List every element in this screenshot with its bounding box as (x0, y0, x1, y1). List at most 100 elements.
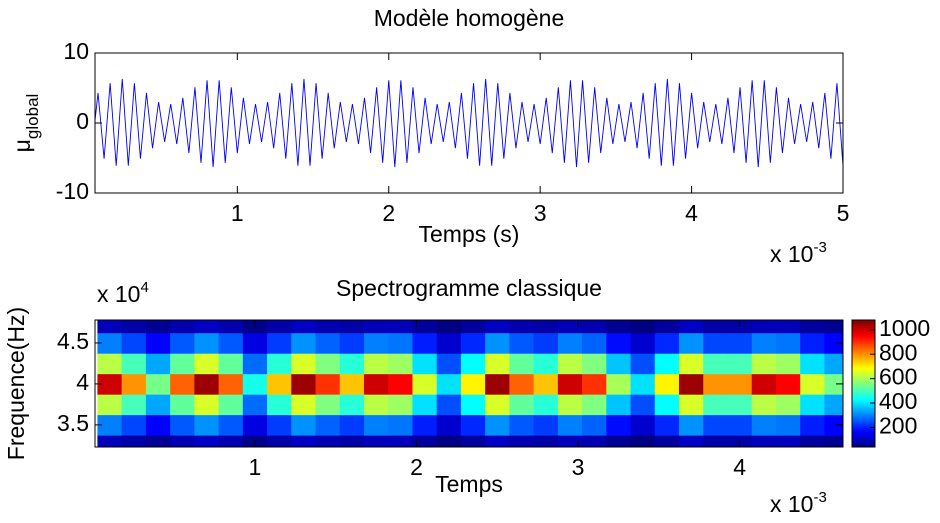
heatmap-cell (630, 414, 656, 436)
x-multiplier-exponent: -3 (813, 239, 826, 256)
heatmap-cell (388, 332, 413, 354)
heatmap-cell (267, 332, 292, 354)
heatmap-cell (121, 320, 147, 334)
x-tick-label: 1 (231, 200, 244, 226)
heatmap-cell (703, 414, 728, 436)
x-multiplier: x 10-3 (770, 239, 827, 267)
heatmap-cell (630, 373, 656, 395)
heatmap-cell (242, 394, 268, 416)
colorbar-swatch (852, 379, 875, 383)
colorbar-swatch (852, 369, 875, 373)
colorbar-tick-label: 1000 (879, 315, 930, 341)
colorbar-swatch (852, 443, 875, 446)
y-multiplier: x 104 (97, 279, 149, 307)
heatmap-cell (194, 332, 220, 354)
heatmap-cell (606, 332, 632, 354)
heatmap-cell (654, 353, 680, 375)
colorbar-swatch (852, 367, 875, 371)
x-tick-label: 2 (410, 454, 423, 480)
heatmap-cell (121, 353, 147, 375)
heatmap-cell (582, 414, 607, 436)
heatmap-cell (800, 320, 825, 334)
x-axis-label: Temps (435, 471, 503, 497)
heatmap-cell (436, 332, 462, 354)
heatmap-cell (679, 332, 704, 354)
colorbar-swatch (852, 357, 875, 361)
heatmap-cell (751, 353, 777, 375)
colorbar-swatch (852, 433, 875, 436)
heatmap-cell (97, 394, 123, 416)
heatmap-cell (363, 332, 389, 354)
heatmap-cell (170, 332, 195, 354)
heatmap-cell (679, 353, 704, 375)
heatmap-cell (775, 353, 801, 375)
heatmap-cell (751, 373, 777, 395)
heatmap-cell (436, 320, 462, 334)
plot-content (95, 78, 843, 168)
colorbar-swatch (852, 349, 875, 353)
heatmap-cell (509, 435, 535, 447)
heatmap-cell (388, 320, 413, 334)
heatmap-cell (727, 414, 753, 436)
heatmap-cell (751, 394, 777, 416)
plot-content (97, 320, 843, 447)
colorbar-swatch (852, 437, 875, 440)
heatmap-cell (582, 394, 607, 416)
heatmap-cell (170, 373, 195, 395)
heatmap-cell (654, 373, 680, 395)
heatmap-cell (388, 435, 413, 447)
y-axis-label-main: Frequence(Hz) (3, 307, 29, 460)
heatmap-cell (533, 435, 559, 447)
colorbar-swatch (852, 345, 875, 349)
colorbar-swatch (852, 415, 875, 418)
heatmap-cell (194, 320, 220, 334)
heatmap-cell (630, 353, 656, 375)
heatmap-cell (412, 394, 438, 416)
heatmap-cell (533, 394, 559, 416)
heatmap-cell (606, 320, 632, 334)
colorbar-swatch (852, 441, 875, 444)
heatmap-cell (339, 435, 365, 447)
heatmap-cell (533, 353, 559, 375)
heatmap-cell (436, 414, 462, 436)
x-axis-label: Temps (s) (419, 221, 520, 247)
heatmap-cell (606, 394, 632, 416)
heatmap-cell (315, 353, 341, 375)
heatmap-cell (509, 353, 535, 375)
heatmap-cell (606, 353, 632, 375)
heatmap-cell (460, 332, 486, 354)
colorbar-swatch (852, 371, 875, 375)
heatmap-cell (218, 332, 244, 354)
heatmap-cell (170, 394, 195, 416)
colorbar-swatch (852, 359, 875, 363)
heatmap-cell (630, 332, 656, 354)
heatmap-cell (533, 320, 559, 334)
heatmap-cell (194, 435, 220, 447)
colorbar-swatch (852, 333, 875, 337)
heatmap-cell (824, 435, 843, 447)
heatmap-cell (509, 394, 535, 416)
colorbar-swatch (852, 403, 875, 406)
heatmap-cell (751, 332, 777, 354)
heatmap-cell (170, 320, 195, 334)
colorbar-swatch (852, 393, 875, 396)
colorbar-swatch (852, 385, 875, 388)
heatmap-cell (557, 353, 583, 375)
colorbar-swatch (852, 391, 875, 394)
colorbar-swatch (852, 431, 875, 434)
colorbar-swatch (852, 421, 875, 424)
heatmap-cell (485, 435, 510, 447)
heatmap-cell (412, 373, 438, 395)
colorbar-swatch (852, 343, 875, 347)
colorbar-swatch (852, 337, 875, 341)
heatmap-cell (291, 435, 317, 447)
heatmap-cell (170, 435, 195, 447)
colorbar-swatch (852, 445, 875, 448)
heatmap-cell (242, 414, 268, 436)
y-multiplier-exponent: 4 (140, 279, 148, 296)
heatmap-cell (703, 435, 728, 447)
heatmap-cell (315, 320, 341, 334)
heatmap-cell (97, 332, 123, 354)
x-tick-label: 3 (534, 200, 547, 226)
heatmap-cell (363, 320, 389, 334)
